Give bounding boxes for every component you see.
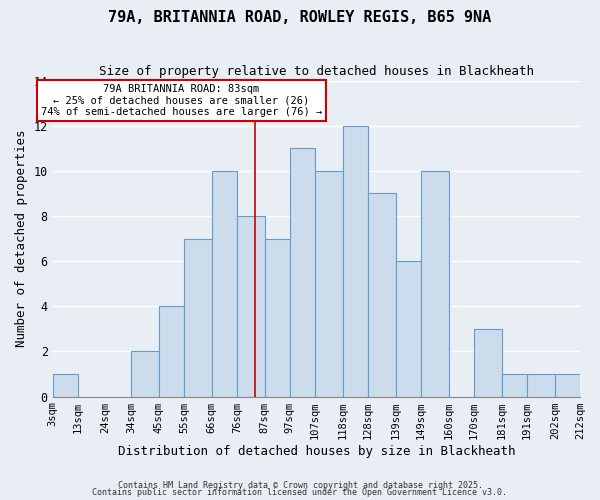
Bar — [368, 194, 396, 396]
Bar — [237, 216, 265, 396]
Bar — [315, 171, 343, 396]
Y-axis label: Number of detached properties: Number of detached properties — [15, 130, 28, 348]
Bar — [131, 352, 158, 397]
Bar — [527, 374, 555, 396]
Bar — [396, 261, 421, 396]
Bar — [212, 171, 237, 396]
Bar — [474, 329, 502, 396]
Bar — [555, 374, 580, 396]
Bar — [184, 238, 212, 396]
Bar — [421, 171, 449, 396]
Bar — [290, 148, 315, 396]
Bar — [158, 306, 184, 396]
X-axis label: Distribution of detached houses by size in Blackheath: Distribution of detached houses by size … — [118, 444, 515, 458]
Bar — [265, 238, 290, 396]
Text: Contains HM Land Registry data © Crown copyright and database right 2025.: Contains HM Land Registry data © Crown c… — [118, 480, 482, 490]
Text: 79A, BRITANNIA ROAD, ROWLEY REGIS, B65 9NA: 79A, BRITANNIA ROAD, ROWLEY REGIS, B65 9… — [109, 10, 491, 25]
Bar — [53, 374, 78, 396]
Text: 79A BRITANNIA ROAD: 83sqm
← 25% of detached houses are smaller (26)
74% of semi-: 79A BRITANNIA ROAD: 83sqm ← 25% of detac… — [41, 84, 322, 117]
Bar — [502, 374, 527, 396]
Bar — [343, 126, 368, 396]
Text: Contains public sector information licensed under the Open Government Licence v3: Contains public sector information licen… — [92, 488, 508, 497]
Title: Size of property relative to detached houses in Blackheath: Size of property relative to detached ho… — [99, 65, 534, 78]
